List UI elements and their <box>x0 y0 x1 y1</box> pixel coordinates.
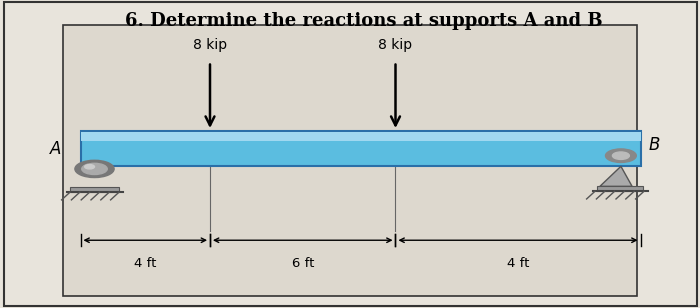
Circle shape <box>606 149 636 163</box>
FancyBboxPatch shape <box>80 132 640 141</box>
Text: B: B <box>649 136 660 154</box>
Text: 4 ft: 4 ft <box>507 257 529 270</box>
FancyBboxPatch shape <box>597 186 643 191</box>
Text: 8 kip: 8 kip <box>379 38 412 52</box>
Circle shape <box>612 152 629 160</box>
Polygon shape <box>600 166 632 186</box>
FancyBboxPatch shape <box>80 131 640 166</box>
Text: 6 ft: 6 ft <box>292 257 314 270</box>
Circle shape <box>82 163 107 175</box>
Text: 8 kip: 8 kip <box>193 38 227 52</box>
Circle shape <box>85 164 95 169</box>
Text: 4 ft: 4 ft <box>134 257 156 270</box>
Circle shape <box>75 160 114 177</box>
FancyBboxPatch shape <box>63 25 637 296</box>
FancyBboxPatch shape <box>70 187 119 192</box>
Text: A: A <box>50 140 62 158</box>
Text: 6. Determine the reactions at supports A and B: 6. Determine the reactions at supports A… <box>125 12 603 30</box>
